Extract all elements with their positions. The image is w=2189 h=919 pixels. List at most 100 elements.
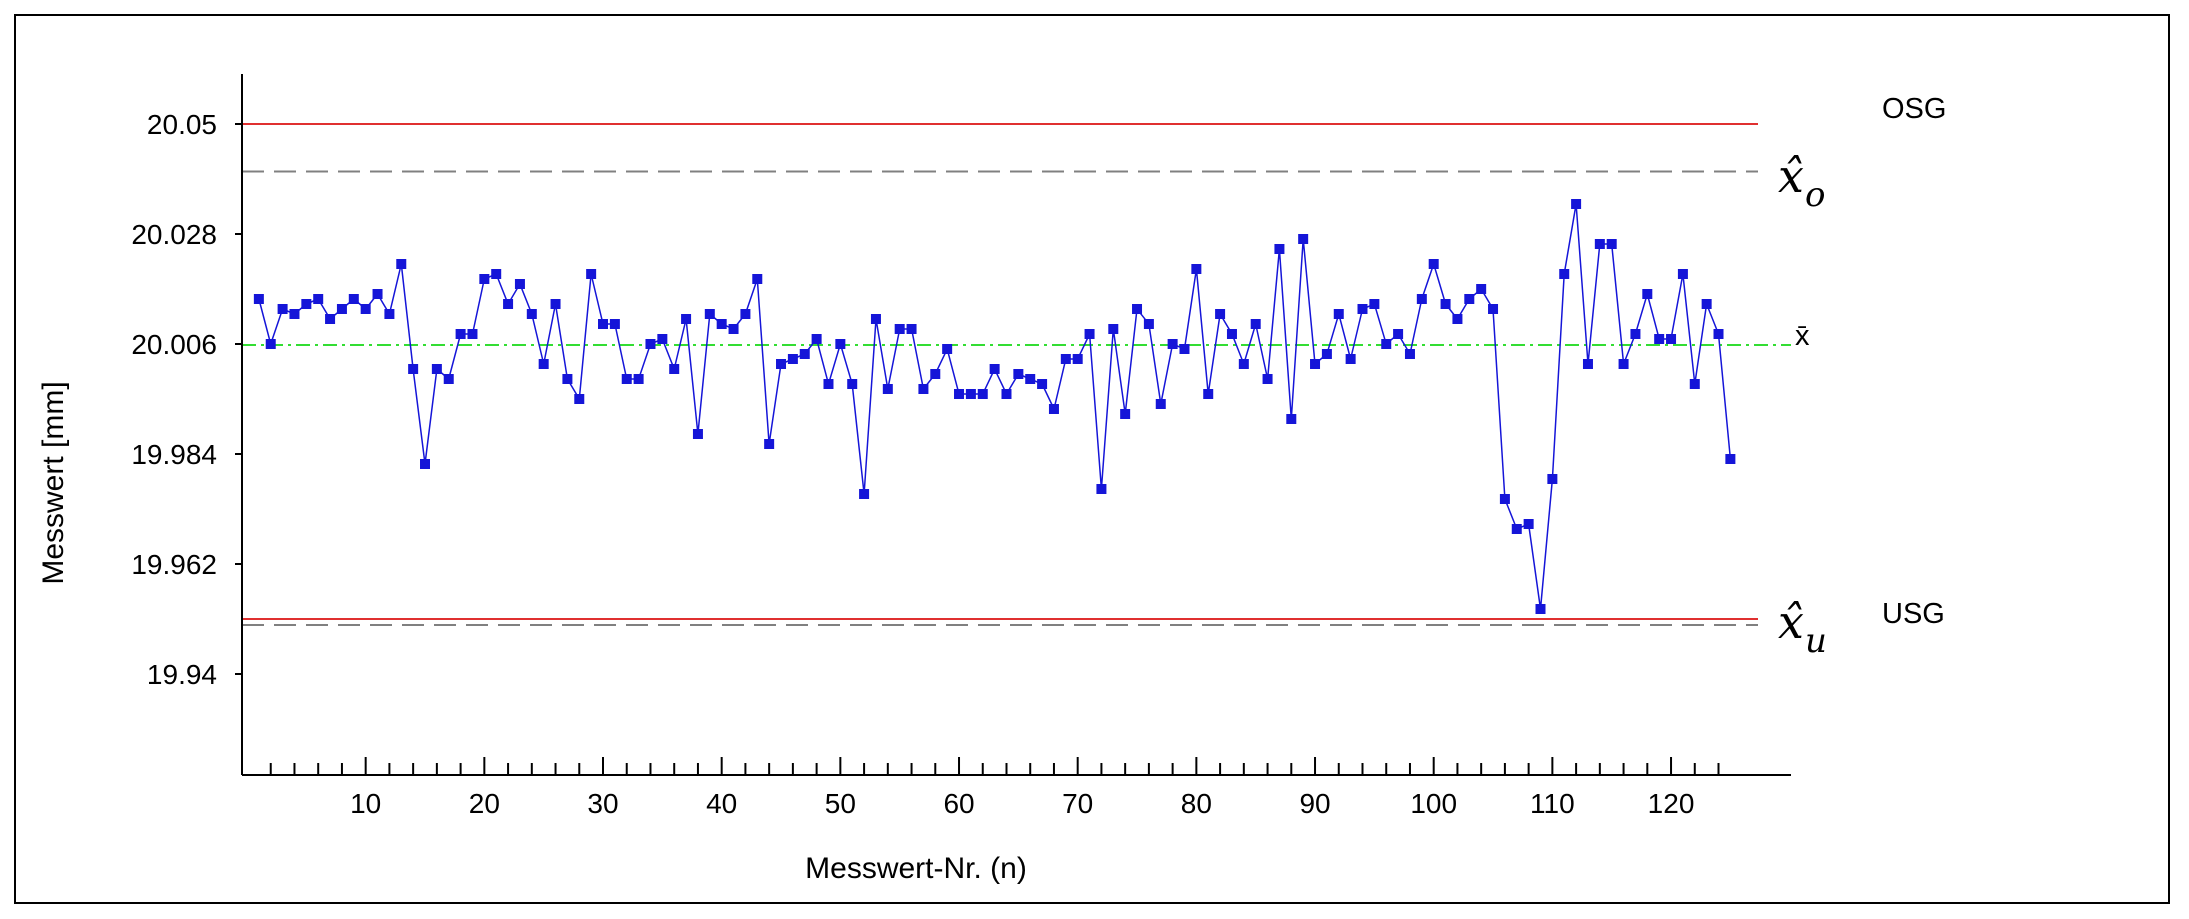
data-point — [681, 314, 692, 324]
x-tick-label: 20 — [469, 788, 500, 819]
data-point — [277, 304, 288, 314]
data-point — [1547, 474, 1558, 484]
data-point — [1321, 349, 1332, 359]
reference-lines — [242, 123, 1791, 626]
x-tick-label: 50 — [825, 788, 856, 819]
data-point — [1381, 339, 1392, 349]
data-point — [1618, 359, 1629, 369]
data-point — [1001, 389, 1012, 399]
data-point — [503, 299, 514, 309]
x-tick-label: 70 — [1062, 788, 1093, 819]
x-ticks: 10 20 30 40 50 60 70 80 90 100 110 120 — [269, 757, 1720, 819]
data-point — [633, 374, 644, 384]
data-point — [562, 374, 573, 384]
data-point — [787, 354, 798, 364]
data-point — [420, 459, 431, 469]
data-point — [918, 384, 929, 394]
data-point — [1226, 329, 1237, 339]
data-point — [894, 324, 905, 334]
data-point — [574, 394, 585, 404]
y-tick-label: 19.962 — [131, 549, 217, 580]
data-point — [1274, 244, 1285, 254]
data-point — [1582, 359, 1593, 369]
data-point — [1559, 269, 1570, 279]
data-point — [1298, 234, 1309, 244]
data-point — [989, 364, 1000, 374]
data-point — [645, 339, 656, 349]
control-chart: 20.05 20.028 20.006 19.984 19.962 19.94 10 20 3… — [37, 74, 1946, 885]
x-tick-label: 110 — [1530, 788, 1575, 819]
svg-text:o: o — [1805, 175, 1825, 215]
data-point — [954, 389, 965, 399]
y-tick-label: 20.028 — [131, 219, 217, 250]
data-point — [1654, 334, 1665, 344]
mean-label: x̄ — [1795, 320, 1810, 352]
x-tick-label: 100 — [1410, 788, 1457, 819]
data-point — [609, 319, 620, 329]
data-point — [1428, 259, 1439, 269]
data-point — [1060, 354, 1071, 364]
data-point — [526, 309, 537, 319]
data-point — [870, 314, 881, 324]
data-point — [455, 329, 466, 339]
data-point — [253, 294, 264, 304]
data-point — [669, 364, 680, 374]
data-point — [1250, 319, 1261, 329]
data-point — [1203, 389, 1214, 399]
data-point — [1238, 359, 1249, 369]
data-point — [1025, 374, 1036, 384]
data-point — [1013, 369, 1024, 379]
x-tick-label: 30 — [587, 788, 618, 819]
data-point — [1096, 484, 1107, 494]
y-tick-label: 20.006 — [131, 329, 217, 360]
data-point — [396, 259, 407, 269]
data-point — [728, 324, 739, 334]
svg-text:u: u — [1805, 621, 1827, 661]
data-point — [443, 374, 454, 384]
data-point — [384, 309, 395, 319]
data-point — [776, 359, 787, 369]
data-point — [1132, 304, 1143, 314]
axes — [241, 74, 1791, 776]
data-point — [1072, 354, 1083, 364]
series-line-group — [258, 203, 1732, 610]
data-point — [348, 294, 359, 304]
data-point — [1357, 304, 1368, 314]
data-point — [764, 439, 775, 449]
series-points — [253, 199, 1736, 614]
data-point — [1642, 289, 1653, 299]
data-point — [1167, 339, 1178, 349]
data-point — [408, 364, 419, 374]
data-point — [1191, 264, 1202, 274]
data-point — [1215, 309, 1226, 319]
data-point — [1464, 294, 1475, 304]
data-point — [1155, 399, 1166, 409]
data-point — [1452, 314, 1463, 324]
data-point — [265, 339, 276, 349]
data-point — [942, 344, 953, 354]
data-point — [1666, 334, 1677, 344]
data-point — [716, 319, 727, 329]
data-point — [1677, 269, 1688, 279]
y-tick-label: 19.94 — [147, 659, 217, 690]
data-point — [598, 319, 609, 329]
series-line — [258, 203, 1732, 610]
data-point — [965, 389, 976, 399]
data-point — [811, 334, 822, 344]
data-point — [1701, 299, 1712, 309]
data-point — [1310, 359, 1321, 369]
data-point — [372, 289, 383, 299]
data-point — [1499, 494, 1510, 504]
data-point — [1262, 374, 1273, 384]
data-point — [289, 309, 300, 319]
usg-label: USG — [1882, 598, 1945, 630]
x-tick-label: 120 — [1648, 788, 1695, 819]
data-point — [859, 489, 870, 499]
svg-text:x̂: x̂ — [1778, 149, 1804, 203]
data-point — [1440, 299, 1451, 309]
x-tick-label: 90 — [1299, 788, 1330, 819]
data-point — [1535, 604, 1546, 614]
data-point — [325, 314, 336, 324]
data-point — [538, 359, 549, 369]
data-point — [1713, 329, 1724, 339]
